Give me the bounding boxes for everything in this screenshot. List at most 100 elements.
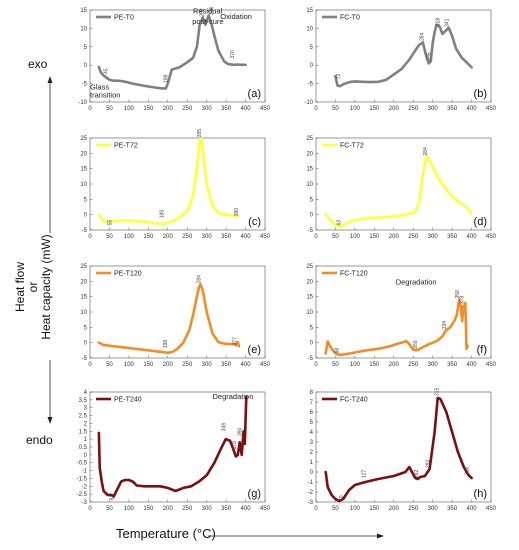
x-tick-label: 50 — [106, 234, 113, 240]
data-point — [240, 454, 243, 456]
data-point — [213, 34, 216, 37]
data-point — [396, 215, 399, 217]
data-point — [196, 45, 198, 48]
data-point — [365, 349, 368, 352]
data-point — [324, 213, 327, 216]
data-point — [470, 212, 473, 215]
y-tick-label: -2 — [82, 484, 88, 490]
data-point — [236, 454, 239, 456]
y-tick-label: -5 — [308, 82, 314, 88]
x-tick-label: 450 — [486, 106, 497, 112]
y-tick-label: 15 — [80, 167, 87, 173]
y-tick-label: 20 — [80, 279, 87, 285]
x-tick-label: 300 — [428, 506, 439, 512]
y-tick-label: 5 — [84, 197, 88, 203]
data-point — [414, 49, 417, 52]
data-point — [163, 351, 165, 354]
x-tick-label: 300 — [202, 362, 213, 368]
data-point — [98, 213, 100, 216]
data-point — [201, 289, 204, 292]
data-point — [364, 481, 367, 483]
data-point — [377, 478, 380, 480]
x-tick-label: 50 — [106, 506, 113, 512]
y-tick-label: -3 — [308, 500, 314, 506]
panels: 0 50 100 150 200 250 300 350 400 450-10-5051015PE… — [77, 7, 497, 512]
legend-label: PE-T240 — [114, 397, 142, 404]
x-tick-label: 150 — [369, 362, 380, 368]
data-point — [244, 63, 247, 66]
x-tick-label: 350 — [221, 106, 232, 112]
y-tick-label: 10 — [80, 310, 87, 316]
data-point — [332, 350, 335, 353]
peak-label: 199 — [163, 74, 169, 83]
x-tick-label: 400 — [241, 106, 252, 112]
data-point — [348, 489, 350, 491]
data-point — [100, 342, 102, 345]
x-tick-label: 250 — [408, 362, 419, 368]
x-tick-label: 150 — [369, 106, 380, 112]
y-tick-label: 2 — [84, 421, 88, 427]
data-point — [422, 173, 424, 176]
data-point — [110, 494, 113, 496]
temperature-arrow-head — [377, 533, 384, 539]
data-point — [240, 63, 243, 66]
x-tick-label: 200 — [389, 106, 400, 112]
x-tick-label: 50 — [332, 234, 339, 240]
x-tick-label: 50 — [332, 106, 339, 112]
annotation: Glass — [90, 82, 109, 91]
legend-label: FC-T240 — [340, 397, 368, 404]
data-point — [326, 340, 329, 343]
data-point — [102, 74, 105, 77]
data-point — [227, 63, 230, 65]
peak-label: 284 — [423, 147, 429, 156]
data-point — [205, 474, 208, 477]
y-tick-label: 5 — [310, 197, 314, 203]
panel-pe-t0: 0 50 100 150 200 250 300 350 400 450 -10 -5 0 5 10 15 PE… — [78, 7, 270, 112]
peak-label: 341 — [445, 18, 451, 27]
data-point — [151, 485, 154, 488]
x-tick-label: 150 — [143, 506, 154, 512]
data-point — [182, 487, 185, 489]
peak-label: 334 — [442, 321, 448, 330]
data-point — [336, 225, 339, 228]
data-point — [408, 466, 411, 468]
annotation: Degradation — [213, 392, 254, 401]
data-point — [433, 431, 436, 433]
data-point — [243, 443, 246, 445]
y-tick-label: -10 — [304, 100, 313, 106]
data-point — [207, 14, 210, 17]
x-tick-label: 400 — [467, 506, 478, 512]
y-tick-label: 3 — [310, 440, 314, 446]
x-tick-label: 200 — [389, 362, 400, 368]
x-tick-label: 150 — [369, 506, 380, 512]
peak-label: 189 — [160, 210, 166, 219]
data-point — [159, 485, 161, 488]
panel-label: (h) — [474, 488, 487, 500]
data-point — [441, 335, 444, 338]
data-point — [139, 348, 142, 351]
y-tick-label: -1 — [308, 480, 314, 486]
data-point — [326, 486, 329, 488]
data-point — [354, 484, 356, 486]
data-point — [210, 23, 213, 26]
y-tick-label: 10 — [306, 310, 313, 316]
peak-label: 70 — [339, 495, 345, 501]
annotation: Degradation — [396, 277, 437, 286]
y-tick-label: 25 — [306, 264, 313, 270]
data-point — [405, 340, 408, 342]
endo-arrow-head — [47, 417, 53, 424]
data-point — [334, 498, 337, 500]
data-point — [339, 85, 341, 88]
data-point — [392, 73, 395, 76]
data-point — [404, 213, 407, 216]
data-point — [459, 201, 461, 204]
y-tick-label: 6 — [310, 410, 314, 416]
peak-label: 295 — [427, 52, 433, 61]
plot-frame — [89, 9, 266, 103]
data-point — [242, 430, 245, 433]
data-point — [416, 349, 418, 352]
x-tick-label: 450 — [486, 506, 497, 512]
x-tick-label: 50 — [106, 362, 113, 368]
x-tick-label: 200 — [163, 106, 174, 112]
